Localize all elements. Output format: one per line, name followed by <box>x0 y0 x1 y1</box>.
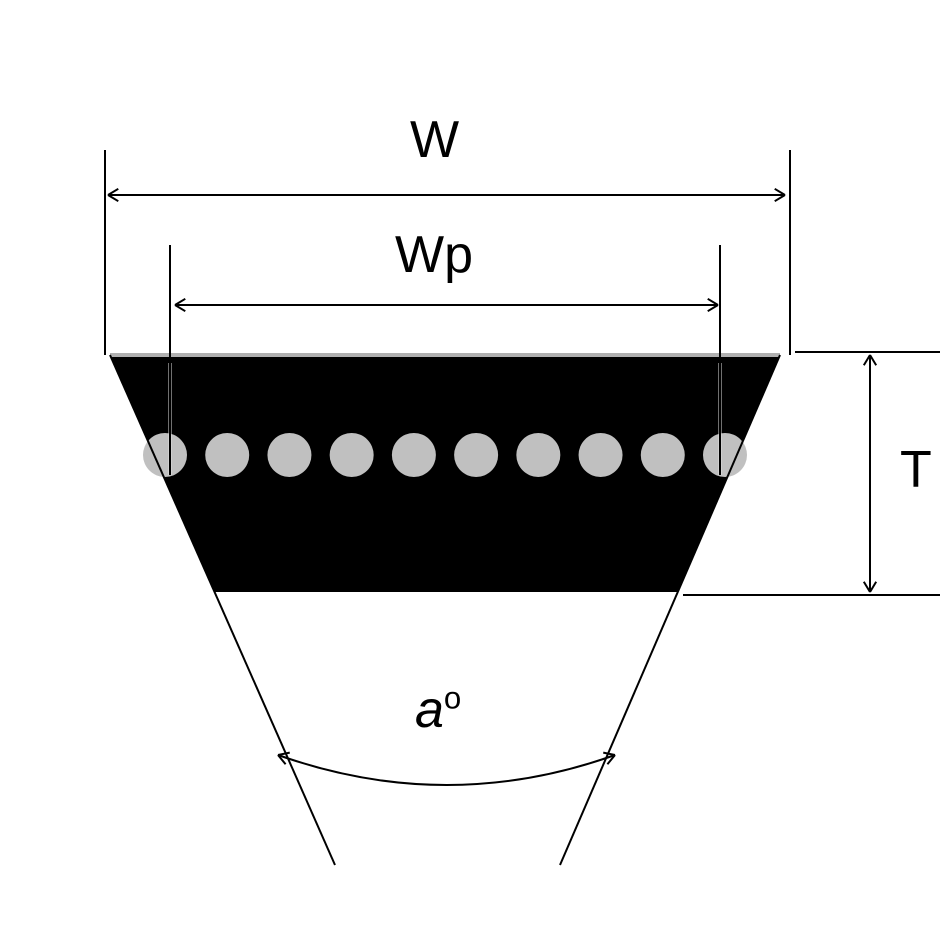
label-w: W <box>410 110 459 170</box>
diagram-canvas <box>0 0 950 950</box>
label-wp: Wp <box>395 225 473 285</box>
label-t: T <box>900 440 932 500</box>
label-angle: ao <box>415 680 461 740</box>
